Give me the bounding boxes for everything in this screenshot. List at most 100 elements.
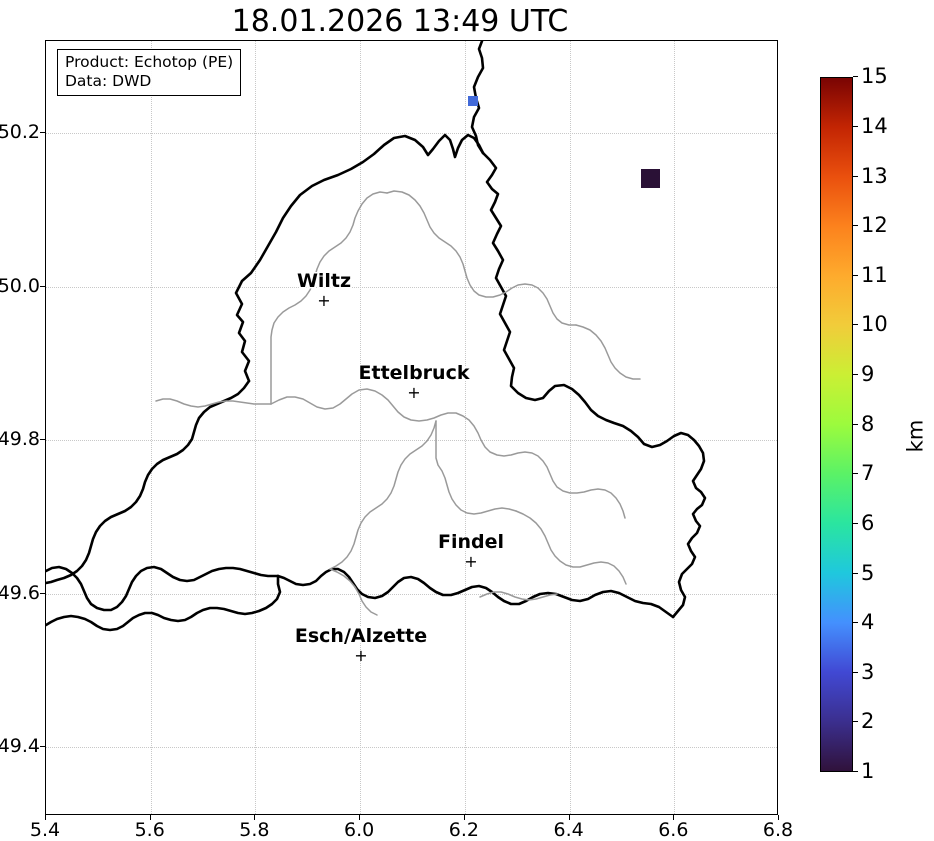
x-tick-label: 6.0 [343, 819, 375, 841]
colorbar-tick-mark [853, 622, 858, 624]
colorbar-tick-label: 15 [861, 64, 888, 89]
y-tick-label: 49.8 [0, 428, 40, 451]
city-marker: + [354, 646, 368, 665]
colorbar-tick-label: 3 [861, 659, 875, 684]
city-marker: + [407, 383, 421, 402]
canton-boundary [270, 191, 388, 405]
canton-boundary [329, 568, 378, 616]
x-tick-mark [463, 815, 465, 820]
city-label-findel: Findel + [438, 533, 504, 570]
y-tick-label: 50.0 [0, 274, 40, 297]
colorbar-tick-label: 2 [861, 709, 875, 734]
x-tick-label: 5.8 [239, 819, 270, 841]
x-tick-label: 6.8 [762, 819, 794, 841]
radar-echo-cell [468, 96, 478, 106]
gridline-vertical [150, 41, 153, 814]
y-tick-label: 49.6 [0, 581, 40, 604]
gridline-horizontal [46, 440, 777, 442]
city-name: Esch/Alzette [294, 625, 428, 647]
y-tick-mark [40, 746, 45, 748]
x-tick-mark [149, 815, 151, 820]
y-tick-label: 49.4 [0, 735, 40, 758]
colorbar-tick-mark [853, 671, 858, 673]
city-marker: + [317, 291, 331, 310]
colorbar-tick-label: 4 [861, 610, 875, 635]
x-tick-mark [359, 815, 361, 820]
colorbar-tick-mark [853, 175, 858, 177]
colorbar-unit-label: km [903, 419, 928, 453]
x-tick-label: 5.4 [29, 819, 61, 841]
gridline-vertical [569, 41, 572, 814]
city-name: Findel [437, 531, 505, 553]
colorbar-tick-mark [853, 721, 858, 723]
canton-boundary [155, 398, 272, 408]
city-marker: + [464, 552, 478, 571]
colorbar-tick-mark [853, 473, 858, 475]
radar-echo-cell [641, 169, 660, 188]
y-tick-label: 50.2 [0, 121, 40, 144]
colorbar-tick-mark [853, 771, 858, 772]
canton-boundary [329, 420, 437, 570]
y-tick-mark [40, 285, 45, 287]
canton-boundary [479, 591, 558, 601]
info-product-line: Product: Echotop (PE) [65, 53, 234, 71]
colorbar[interactable] [820, 77, 853, 772]
city-label-esch-alzette: Esch/Alzette + [295, 627, 427, 664]
national-border-south-east [276, 567, 675, 619]
colorbar-tick-mark [853, 324, 858, 326]
colorbar-tick-label: 8 [861, 411, 875, 436]
colorbar-tick-label: 9 [861, 362, 875, 386]
y-tick-mark [40, 439, 45, 441]
national-border-luxembourg [234, 133, 485, 383]
colorbar-tick-mark [853, 125, 858, 127]
colorbar-tick-label: 10 [861, 312, 888, 337]
canton-boundary [435, 420, 517, 515]
info-data-line: Data: DWD [65, 71, 152, 90]
colorbar-tick-mark [853, 522, 858, 524]
x-tick-mark [45, 815, 46, 820]
canton-boundary [270, 388, 626, 519]
colorbar-tick-label: 12 [861, 213, 888, 238]
x-tick-mark [778, 815, 779, 820]
y-tick-mark [40, 592, 45, 594]
colorbar-tick-mark [853, 572, 858, 574]
y-tick-mark [40, 132, 45, 134]
x-tick-label: 6.4 [553, 819, 584, 841]
canton-boundary [515, 510, 627, 585]
gridline-vertical [674, 41, 676, 814]
colorbar-tick-label: 7 [861, 461, 875, 486]
colorbar-tick-mark [853, 374, 858, 375]
colorbar-tick-label: 14 [861, 113, 888, 138]
canton-boundary [386, 190, 577, 326]
national-border-west [46, 565, 280, 612]
x-tick-label: 5.6 [134, 819, 165, 841]
colorbar-tick-label: 13 [861, 163, 888, 188]
city-name: Ettelbruck [358, 362, 470, 384]
colorbar-tick-mark [853, 225, 858, 227]
gridline-vertical [464, 41, 467, 814]
colorbar-tick-label: 1 [861, 759, 875, 783]
map-plot-area[interactable]: Wiltz + Ettelbruck + Findel + Esch/Alzet… [45, 40, 778, 815]
city-name: Wiltz [296, 270, 352, 292]
colorbar-tick-mark [853, 423, 858, 425]
city-label-ettelbruck: Ettelbruck + [359, 364, 470, 401]
colorbar-tick-label: 6 [861, 510, 875, 535]
gridline-vertical [360, 41, 362, 814]
gridline-horizontal [46, 133, 777, 135]
city-label-wiltz: Wiltz + [297, 272, 351, 309]
national-border-east-lower [481, 151, 707, 619]
colorbar-tick-label: 5 [861, 560, 875, 585]
national-border-west-upper [46, 379, 251, 585]
colorbar-tick-label: 11 [861, 262, 888, 287]
colorbar-tick-mark [853, 274, 858, 276]
gridline-horizontal [46, 747, 777, 749]
x-tick-mark [254, 815, 256, 820]
x-tick-mark [568, 815, 570, 820]
x-tick-mark [673, 815, 675, 820]
canton-boundary [575, 324, 641, 380]
national-border-south [46, 574, 282, 632]
x-tick-label: 6.6 [658, 819, 689, 841]
gridline-vertical [255, 41, 257, 814]
page-title: 18.01.2026 13:49 UTC [231, 4, 569, 39]
colorbar-tick-mark [853, 76, 858, 78]
